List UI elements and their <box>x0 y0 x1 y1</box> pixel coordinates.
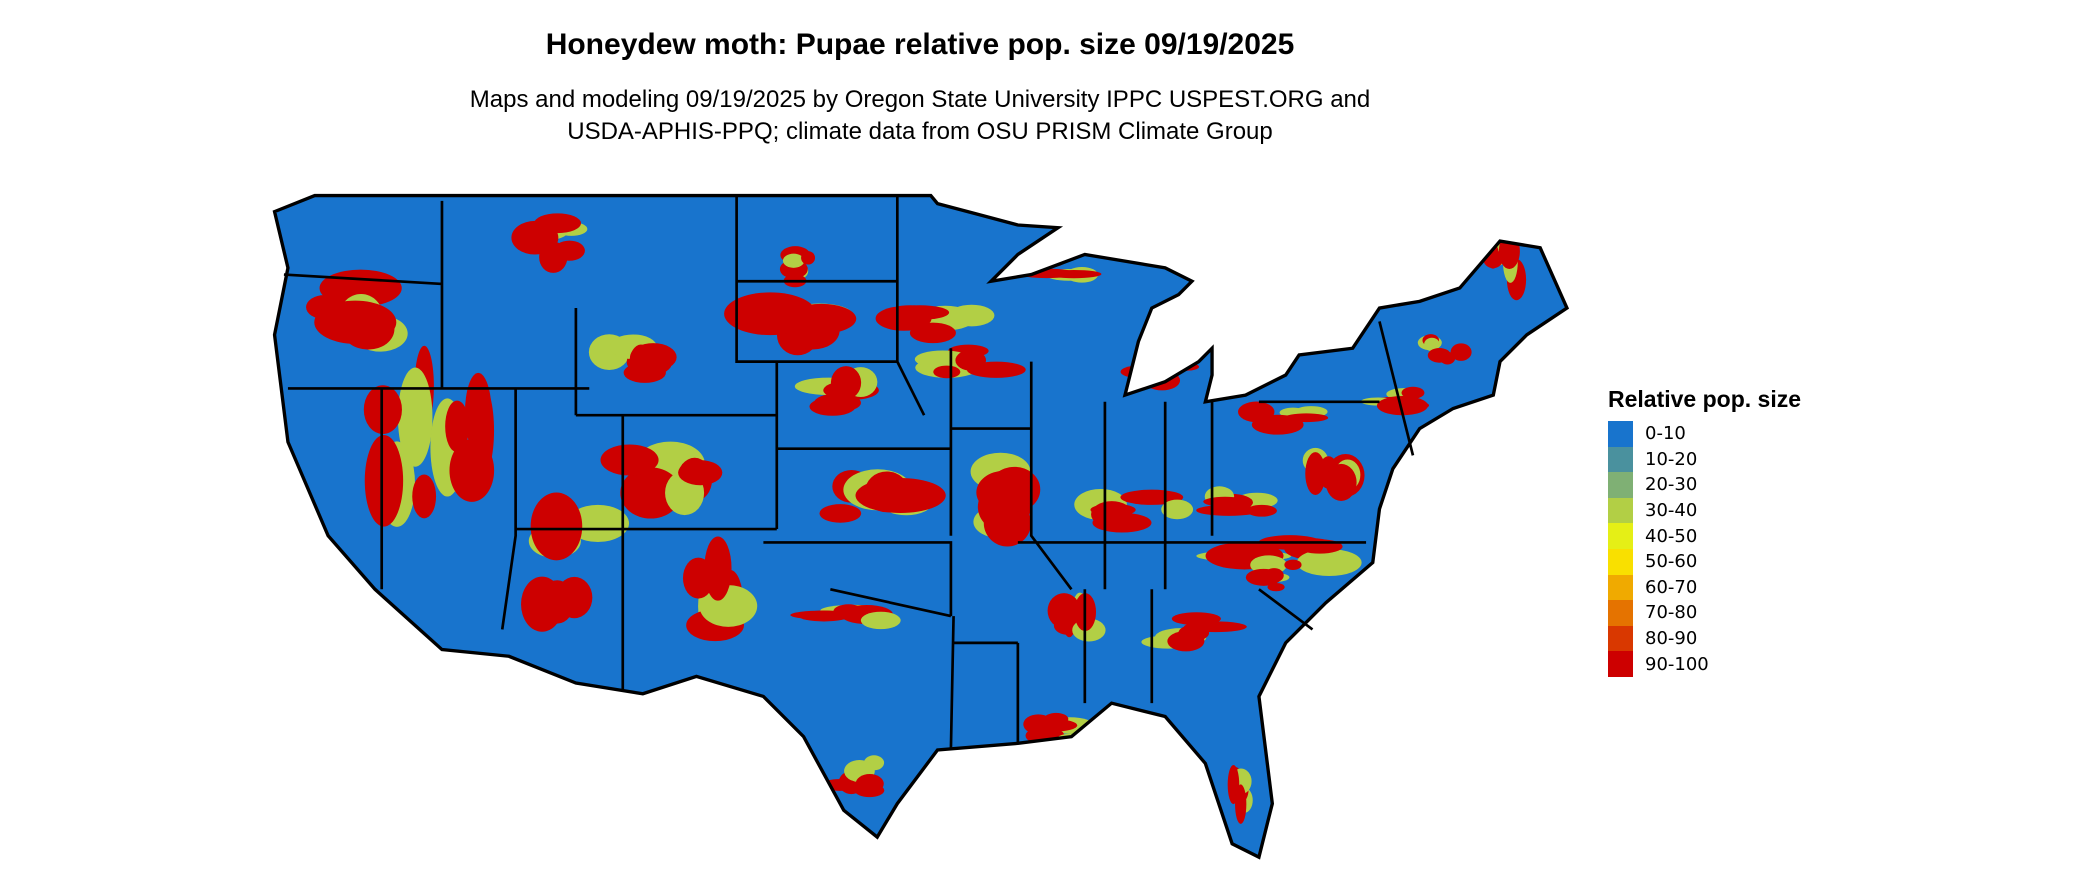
legend-label: 30-40 <box>1645 500 1698 522</box>
population-patch <box>600 444 659 476</box>
population-patch <box>1498 233 1520 270</box>
legend-swatch <box>1608 497 1633 524</box>
legend-label: 40-50 <box>1645 525 1698 547</box>
legend-title: Relative pop. size <box>1608 386 1802 412</box>
population-patch <box>1296 549 1362 577</box>
population-patch <box>445 400 470 453</box>
legend-item: 40-50 <box>1608 523 1801 549</box>
legend-swatch <box>1608 600 1633 626</box>
legend-label: 20-30 <box>1645 474 1698 496</box>
population-patch <box>860 611 901 630</box>
legend: Relative pop. size 0-10 10-20 20-30 30-40 40… <box>1608 386 1801 677</box>
population-patch <box>1167 631 1205 652</box>
population-patch <box>830 366 862 400</box>
population-patch <box>814 393 862 413</box>
population-patch <box>724 292 817 336</box>
population-patch <box>1046 269 1102 279</box>
legend-swatch <box>1608 472 1633 498</box>
legend-item: 30-40 <box>1608 497 1801 524</box>
legend-label: 10-20 <box>1645 448 1698 470</box>
legend-label: 70-80 <box>1645 602 1698 624</box>
us-land <box>274 195 1567 858</box>
legend-item: 0-10 <box>1608 421 1801 447</box>
population-patch <box>566 504 630 542</box>
population-patch <box>855 478 946 513</box>
population-patch <box>833 604 864 619</box>
map-title: Honeydew moth: Pupae relative pop. size … <box>545 28 1295 61</box>
population-patch <box>412 474 437 519</box>
population-patch <box>682 557 714 599</box>
population-patch <box>1120 365 1153 378</box>
legend-label: 80-90 <box>1645 628 1698 650</box>
population-patch <box>909 322 956 344</box>
population-patch <box>1267 582 1285 592</box>
population-patch <box>554 240 585 261</box>
map-subtitle: Maps and modeling 09/19/2025 by Oregon S… <box>0 84 1840 148</box>
legend-item: 10-20 <box>1608 446 1801 473</box>
legend-swatch <box>1608 421 1633 447</box>
legend-swatch <box>1608 625 1633 652</box>
population-patch <box>976 470 1033 515</box>
population-patch <box>890 305 950 320</box>
population-patch <box>397 367 433 467</box>
legend-item: 80-90 <box>1608 625 1801 652</box>
legend-item: 60-70 <box>1608 574 1801 601</box>
legend-swatch <box>1608 523 1633 549</box>
population-patch <box>464 372 492 453</box>
subtitle-line-1: Maps and modeling 09/19/2025 by Oregon S… <box>469 86 1371 113</box>
population-patch <box>1401 386 1425 399</box>
population-patch <box>1120 489 1184 505</box>
legend-swatch <box>1608 574 1633 601</box>
population-patch <box>1183 621 1247 633</box>
population-patch <box>933 365 961 379</box>
population-patch <box>1284 413 1329 423</box>
population-patch <box>1161 499 1194 520</box>
legend-label: 50-60 <box>1645 551 1698 573</box>
population-patch <box>1427 348 1452 363</box>
population-patch <box>1284 559 1302 571</box>
population-patch <box>1203 496 1247 507</box>
legend-swatch <box>1608 548 1633 575</box>
legend-item: 70-80 <box>1608 600 1801 626</box>
population-patch <box>620 467 682 519</box>
population-patch <box>1424 337 1440 352</box>
population-patch <box>1325 463 1357 501</box>
population-patch <box>801 251 816 265</box>
population-patch <box>1047 593 1081 629</box>
legend-label: 0-10 <box>1645 423 1686 445</box>
population-patch <box>1245 568 1282 586</box>
legend-swatch <box>1608 446 1633 473</box>
population-patch <box>955 349 987 371</box>
legend-swatch <box>1608 651 1633 677</box>
population-patch <box>449 439 495 502</box>
population-patch <box>948 304 995 327</box>
population-patch <box>364 434 404 527</box>
population-patch <box>534 213 582 234</box>
legend-item: 90-100 <box>1608 651 1801 677</box>
population-patch <box>540 580 575 624</box>
population-patch <box>1147 357 1182 373</box>
population-patch <box>630 343 677 372</box>
legend-label: 90-100 <box>1645 653 1709 675</box>
population-patch <box>1376 396 1428 416</box>
population-patch <box>782 253 805 268</box>
population-patch <box>678 460 723 486</box>
population-patch <box>819 504 862 523</box>
legend-item: 50-60 <box>1608 548 1801 575</box>
population-patch <box>855 773 884 794</box>
population-patch <box>1023 714 1054 735</box>
population-patch <box>530 492 583 561</box>
population-patch <box>1238 401 1275 423</box>
high-population-areas <box>306 213 1527 824</box>
population-patch <box>1235 784 1247 824</box>
legend-label: 60-70 <box>1645 576 1698 598</box>
population-patch <box>1036 255 1063 263</box>
population-patch <box>1450 343 1472 361</box>
legend-item: 20-30 <box>1608 472 1801 498</box>
state-borders <box>272 193 1569 859</box>
subtitle-line-2: USDA-APHIS-PPQ; climate data from OSU PR… <box>567 118 1273 145</box>
population-patch <box>314 300 397 344</box>
population-patch <box>1092 512 1152 533</box>
